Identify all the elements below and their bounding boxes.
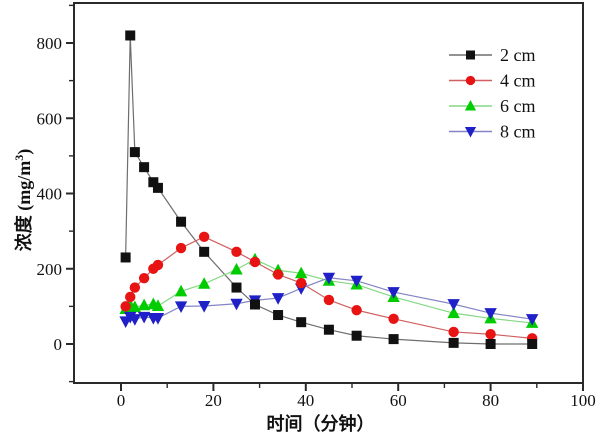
data-point-6cm (128, 300, 142, 313)
y-axis-tick-label: 0 (54, 335, 63, 354)
data-point-6cm (294, 266, 308, 279)
y-axis-tick-label: 400 (37, 185, 63, 204)
data-point-2cm (125, 30, 136, 41)
data-point-4cm (249, 256, 261, 268)
data-point-2cm (152, 182, 163, 193)
data-point-6cm (447, 306, 460, 319)
data-point-4cm (125, 291, 136, 303)
data-point-8cm (174, 301, 188, 313)
legend-marker (465, 75, 476, 86)
data-point-4cm (138, 272, 150, 284)
data-point-4cm (120, 301, 131, 312)
legend-label-2cm: 2 cm (500, 45, 536, 65)
data-point-4cm (295, 277, 307, 289)
data-point-2cm (296, 317, 307, 328)
data-point-8cm (271, 293, 285, 305)
data-point-6cm (230, 262, 243, 275)
data-point-2cm (448, 337, 459, 348)
y-axis-tick-label: 600 (37, 109, 63, 128)
data-point-2cm (249, 299, 260, 310)
data-point-8cm (447, 299, 460, 311)
data-point-8cm (128, 314, 142, 326)
data-point-2cm (273, 310, 284, 321)
data-point-8cm (525, 314, 539, 326)
data-point-2cm (148, 177, 159, 188)
data-point-4cm (129, 282, 141, 293)
y-axis-tick-label: 800 (37, 34, 63, 53)
data-point-4cm (448, 326, 459, 338)
data-point-4cm (272, 269, 284, 280)
data-point-2cm (485, 339, 496, 349)
x-axis-tick-label: 0 (117, 391, 126, 410)
data-point-2cm (231, 282, 242, 293)
data-point-2cm (139, 162, 150, 173)
y-axis-tick-label: 200 (37, 260, 63, 279)
data-point-8cm (350, 275, 363, 288)
data-point-6cm (197, 277, 211, 289)
data-point-2cm (199, 246, 210, 257)
data-point-8cm (230, 298, 243, 311)
data-point-4cm (323, 294, 335, 306)
data-point-4cm (152, 259, 164, 271)
x-axis-tick-label: 40 (297, 391, 314, 410)
data-point-6cm (137, 298, 151, 311)
data-point-2cm (323, 324, 334, 335)
data-point-8cm (137, 311, 151, 324)
data-point-6cm (151, 299, 165, 311)
legend-label-6cm: 6 cm (500, 96, 536, 116)
data-point-4cm (231, 246, 242, 258)
data-point-8cm (484, 308, 497, 320)
data-point-8cm (322, 272, 336, 285)
data-point-2cm (129, 147, 140, 158)
legend-marker (466, 50, 475, 60)
data-point-2cm (351, 330, 362, 341)
data-point-8cm (151, 313, 165, 325)
data-point-4cm (175, 242, 187, 254)
x-axis-title: 时间（分钟） (267, 413, 375, 434)
x-axis-tick-label: 60 (390, 391, 407, 410)
data-point-8cm (387, 287, 400, 299)
legend-marker (464, 127, 477, 138)
data-point-2cm (120, 252, 131, 263)
data-point-2cm (527, 339, 538, 349)
data-point-2cm (176, 216, 187, 227)
data-point-2cm (388, 334, 399, 345)
series-line-6cm (125, 258, 533, 324)
legend-label-8cm: 8 cm (500, 122, 536, 142)
series-line-4cm (125, 236, 533, 339)
y-axis-title: 浓度 (mg/m3) (12, 149, 35, 251)
x-axis-tick-label: 20 (205, 391, 222, 410)
legend-label-4cm: 4 cm (500, 71, 536, 91)
x-axis-tick-label: 80 (482, 391, 499, 410)
data-point-4cm (198, 231, 210, 242)
legend-marker (464, 100, 477, 111)
data-point-6cm (174, 284, 188, 297)
data-point-4cm (485, 329, 496, 340)
data-point-8cm (197, 300, 211, 313)
data-point-4cm (351, 304, 362, 316)
data-point-4cm (388, 313, 399, 324)
x-axis-tick-label: 100 (570, 391, 596, 410)
